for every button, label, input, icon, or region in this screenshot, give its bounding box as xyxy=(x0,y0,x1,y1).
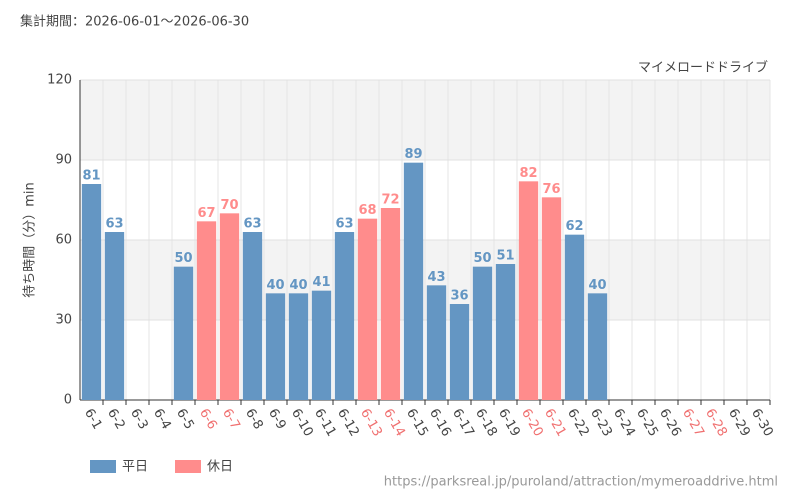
data-label: 70 xyxy=(220,198,238,213)
y-axis-label: 待ち時間（分）min xyxy=(23,182,38,298)
x-tick-label: 6-1 xyxy=(81,406,105,432)
bar xyxy=(380,208,401,400)
data-label: 81 xyxy=(82,169,100,184)
chart-title: 集計期間：2026-06-01～2026-06-30 xyxy=(20,14,249,30)
bar xyxy=(357,218,378,400)
x-tick-label: 6-18 xyxy=(472,406,500,439)
data-label: 76 xyxy=(542,182,560,197)
x-tick-label: 6-22 xyxy=(564,406,592,439)
bar xyxy=(173,266,194,400)
x-tick-label: 6-25 xyxy=(633,406,661,439)
x-tick-label: 6-5 xyxy=(173,406,197,432)
x-tick-label: 6-10 xyxy=(288,406,316,439)
data-label: 41 xyxy=(312,275,330,290)
x-tick-label: 6-29 xyxy=(725,406,753,439)
x-tick-label: 6-16 xyxy=(426,406,454,439)
data-label: 51 xyxy=(496,249,514,264)
bar xyxy=(472,266,493,400)
x-tick-label: 6-15 xyxy=(403,406,431,439)
bar xyxy=(81,184,102,400)
data-label: 43 xyxy=(427,270,445,285)
data-label: 67 xyxy=(197,206,215,221)
x-tick-label: 6-24 xyxy=(610,406,638,439)
data-label: 63 xyxy=(243,217,261,232)
x-tick-label: 6-27 xyxy=(679,406,707,439)
bar xyxy=(196,221,217,400)
y-tick-label: 120 xyxy=(47,73,72,88)
data-label: 40 xyxy=(266,278,284,293)
x-tick-label: 6-19 xyxy=(495,406,523,439)
bar xyxy=(265,293,286,400)
bar xyxy=(449,304,470,400)
x-tick-label: 6-21 xyxy=(541,406,569,439)
source: https://parksreal.jp/puroland/attraction… xyxy=(384,475,778,490)
bar xyxy=(242,232,263,400)
y-tick-label: 90 xyxy=(55,153,72,168)
x-tick-label: 6-9 xyxy=(265,406,289,432)
data-label: 63 xyxy=(105,217,123,232)
legend-label: 休日 xyxy=(207,460,233,475)
bar xyxy=(219,213,240,400)
bar xyxy=(104,232,125,400)
y-tick-label: 30 xyxy=(55,313,72,328)
x-tick-label: 6-4 xyxy=(150,406,174,432)
bar xyxy=(518,181,539,400)
x-tick-label: 6-20 xyxy=(518,406,546,439)
x-tick-label: 6-11 xyxy=(311,406,339,439)
chart-subtitle: マイメロードドライブ xyxy=(638,60,768,76)
x-tick-label: 6-3 xyxy=(127,406,151,432)
x-tick-label: 6-28 xyxy=(702,406,730,439)
x-tick-label: 6-6 xyxy=(196,406,220,432)
bar xyxy=(587,293,608,400)
x-tick-label: 6-23 xyxy=(587,406,615,439)
data-label: 72 xyxy=(381,193,399,208)
bar xyxy=(564,234,585,400)
y-tick-label: 0 xyxy=(64,393,72,408)
x-tick-label: 6-30 xyxy=(748,406,776,439)
data-label: 36 xyxy=(450,289,468,304)
data-label: 40 xyxy=(289,278,307,293)
y-tick-label: 60 xyxy=(55,233,72,248)
data-label: 40 xyxy=(588,278,606,293)
x-tick-label: 6-8 xyxy=(242,406,266,432)
x-tick-label: 6-14 xyxy=(380,406,408,439)
bar xyxy=(426,285,447,400)
bar xyxy=(495,264,516,400)
data-label: 68 xyxy=(358,203,376,218)
data-label: 89 xyxy=(404,147,422,162)
data-label: 63 xyxy=(335,217,353,232)
x-tick-label: 6-13 xyxy=(357,406,385,439)
x-tick-label: 6-12 xyxy=(334,406,362,439)
data-label: 50 xyxy=(473,251,491,266)
bar xyxy=(541,197,562,400)
data-label: 82 xyxy=(519,166,537,181)
bar xyxy=(403,162,424,400)
bar xyxy=(311,290,332,400)
x-tick-label: 6-2 xyxy=(104,406,128,432)
legend-label: 平日 xyxy=(122,460,148,475)
legend-swatch xyxy=(175,460,201,473)
legend-swatch xyxy=(90,460,116,473)
bar xyxy=(334,232,355,400)
data-label: 62 xyxy=(565,219,583,234)
x-tick-label: 6-7 xyxy=(219,406,243,432)
data-label: 50 xyxy=(174,251,192,266)
x-tick-label: 6-26 xyxy=(656,406,684,439)
bar xyxy=(288,293,309,400)
x-tick-label: 6-17 xyxy=(449,406,477,439)
